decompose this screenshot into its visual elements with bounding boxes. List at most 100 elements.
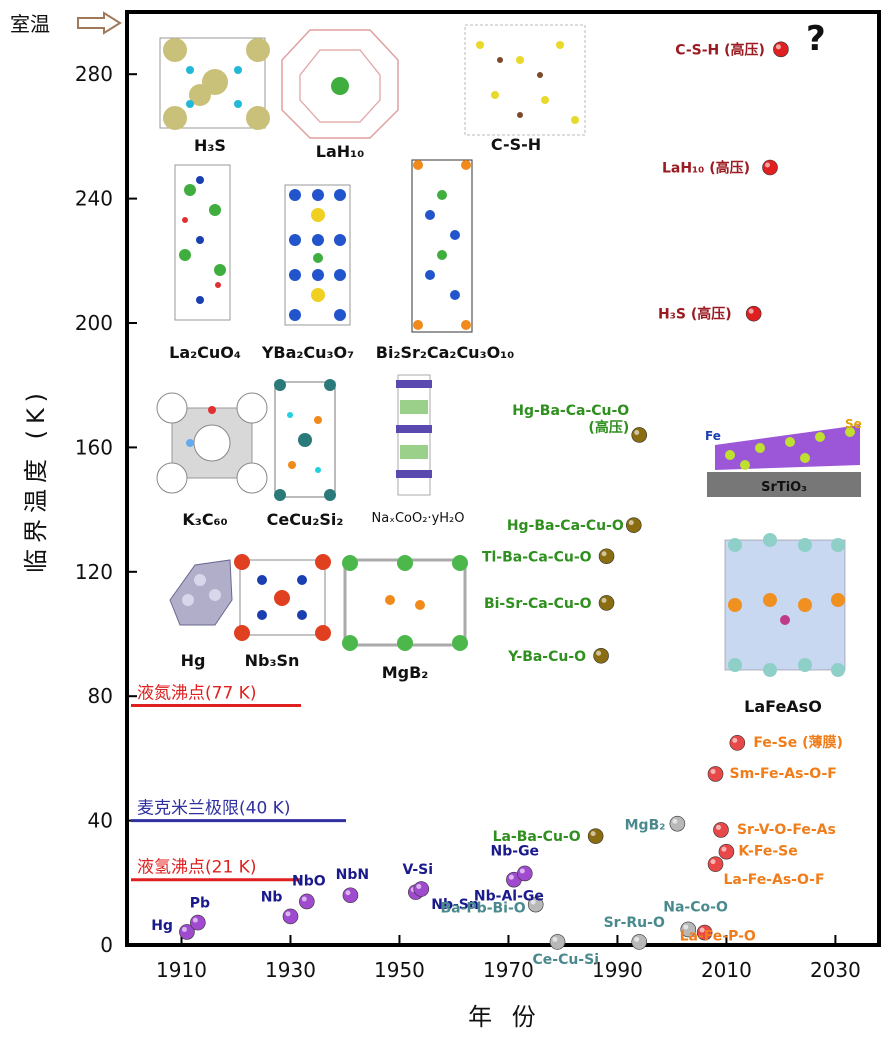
structure-cecu2si2 xyxy=(274,379,336,501)
data-label: La-Ba-Cu-O xyxy=(493,829,581,845)
data-point xyxy=(587,828,604,844)
data-point xyxy=(669,815,686,832)
plot-frame xyxy=(125,10,881,947)
structure-hg xyxy=(169,559,233,626)
data-point xyxy=(729,735,746,751)
fese-sto-inset xyxy=(707,425,861,497)
data-point-highlight xyxy=(748,308,754,314)
y-tick-label: 0 xyxy=(100,933,113,957)
data-point-highlight xyxy=(765,162,771,168)
x-tick-label: 1950 xyxy=(374,958,425,982)
data-label: Ce-Cu-Si xyxy=(532,952,599,968)
inset-fe-label: Fe xyxy=(705,429,721,443)
data-label: Sm-Fe-As-O-F xyxy=(730,766,837,782)
structure-nb3sn xyxy=(234,554,331,641)
reference-line-label: 液氢沸点(21 K) xyxy=(137,858,256,878)
data-point xyxy=(282,908,299,925)
y-axis-title: 临界温度 (K) xyxy=(22,387,50,573)
data-point-highlight xyxy=(519,868,525,874)
data-point-highlight xyxy=(721,846,727,852)
structure-label-bi2223: Bi₂Sr₂Ca₂Cu₃O₁₀ xyxy=(376,343,514,362)
data-point-highlight xyxy=(634,936,640,942)
data-label: La-Fe-P-O xyxy=(680,929,756,945)
data-point-highlight xyxy=(590,831,596,837)
data-label: V-Si xyxy=(403,862,434,878)
data-point xyxy=(413,881,430,897)
data-point xyxy=(707,856,724,872)
data-label: Nb xyxy=(261,889,283,905)
data-point xyxy=(549,934,566,950)
data-label: Nb-Sn xyxy=(431,897,479,913)
structure-lafeaso xyxy=(724,533,846,677)
structure-label-lafeaso: LaFeAsO xyxy=(744,697,822,716)
structure-label-hg: Hg xyxy=(181,651,206,670)
data-point-highlight xyxy=(775,44,781,50)
data-point-highlight xyxy=(699,927,705,933)
data-label: Hg-Ba-Ca-Cu-O xyxy=(507,518,624,534)
data-point xyxy=(342,887,359,904)
structure-k3c60 xyxy=(156,392,268,494)
reference-lines: 液氮沸点(77 K) 麦克米兰极限(40 K) 液氢沸点(21 K) xyxy=(131,684,346,882)
structure-label-csh: C-S-H xyxy=(491,135,541,154)
inset-se-label: Se xyxy=(845,417,862,431)
data-label: C-S-H (高压) xyxy=(675,41,765,58)
data-label: Pb xyxy=(190,896,210,912)
data-point-highlight xyxy=(672,818,678,824)
data-point xyxy=(762,159,778,176)
data-point-highlight xyxy=(683,924,689,930)
inset-substrate-label: SrTiO₃ xyxy=(761,480,807,495)
data-point-highlight xyxy=(530,899,536,905)
structure-label-lah10: LaH₁₀ xyxy=(316,142,364,161)
data-point-highlight xyxy=(285,911,291,917)
structure-ybco xyxy=(284,184,351,326)
structure-h3s xyxy=(159,37,270,130)
x-tick-label: 1990 xyxy=(592,958,643,982)
x-tick-label: 2010 xyxy=(701,958,752,982)
data-label: Nb-Ge xyxy=(491,843,540,859)
data-label: Y-Ba-Cu-O xyxy=(507,649,586,665)
y-tick-label: 80 xyxy=(88,684,113,708)
structure-label-naxcoo2: NaₓCoO₂·yH₂O xyxy=(372,511,465,526)
x-axis-title: 年 份 xyxy=(468,1003,542,1031)
data-label: Ba-Pb-Bi-O xyxy=(440,901,525,917)
data-point-highlight xyxy=(634,429,640,435)
data-label: MgB₂ xyxy=(625,818,666,834)
data-point-highlight xyxy=(192,917,198,923)
structure-csh xyxy=(464,24,586,136)
structure-lah10 xyxy=(281,29,399,139)
data-point-highlight xyxy=(508,874,514,880)
x-tick-label: 1910 xyxy=(156,958,207,982)
y-tick-label: 240 xyxy=(75,187,113,211)
data-label: Nb-Al-Ge xyxy=(474,889,544,905)
data-point xyxy=(593,647,609,664)
structure-label-nb3sn: Nb₃Sn xyxy=(245,651,300,670)
x-tick-label: 1930 xyxy=(265,958,316,982)
data-label: (高压) xyxy=(588,419,629,436)
data-point-highlight xyxy=(710,768,716,774)
data-label: Hg-Ba-Ca-Cu-O xyxy=(512,403,629,419)
data-point-highlight xyxy=(710,859,716,865)
data-point-highlight xyxy=(628,520,634,526)
data-label: LaH₁₀ (高压) xyxy=(662,160,750,177)
structure-mgb2 xyxy=(342,555,468,651)
data-label: Na-Co-O xyxy=(663,899,728,915)
data-point-highlight xyxy=(596,650,602,656)
data-point xyxy=(707,766,724,782)
structure-label-la2cuo4: La₂CuO₄ xyxy=(169,343,241,362)
data-point xyxy=(718,843,735,860)
data-points xyxy=(179,41,789,950)
structure-naxcoo2 xyxy=(396,374,432,496)
data-point xyxy=(598,548,615,565)
structure-bi2223 xyxy=(411,159,473,333)
room-temp-arrow-icon xyxy=(77,11,122,35)
data-label: NbO xyxy=(292,873,326,889)
data-point-highlight xyxy=(181,926,187,932)
data-point xyxy=(773,41,789,58)
data-label: Sr-Ru-O xyxy=(604,915,665,931)
data-point-highlight xyxy=(715,824,721,830)
question-mark-annotation: ? xyxy=(806,19,826,59)
data-label: Sr-V-O-Fe-As xyxy=(737,822,836,838)
structure-label-cecu2si2: CeCu₂Si₂ xyxy=(267,510,344,529)
room-temp-label: 室温 xyxy=(10,12,50,36)
structure-label-mgb2: MgB₂ xyxy=(382,663,429,682)
